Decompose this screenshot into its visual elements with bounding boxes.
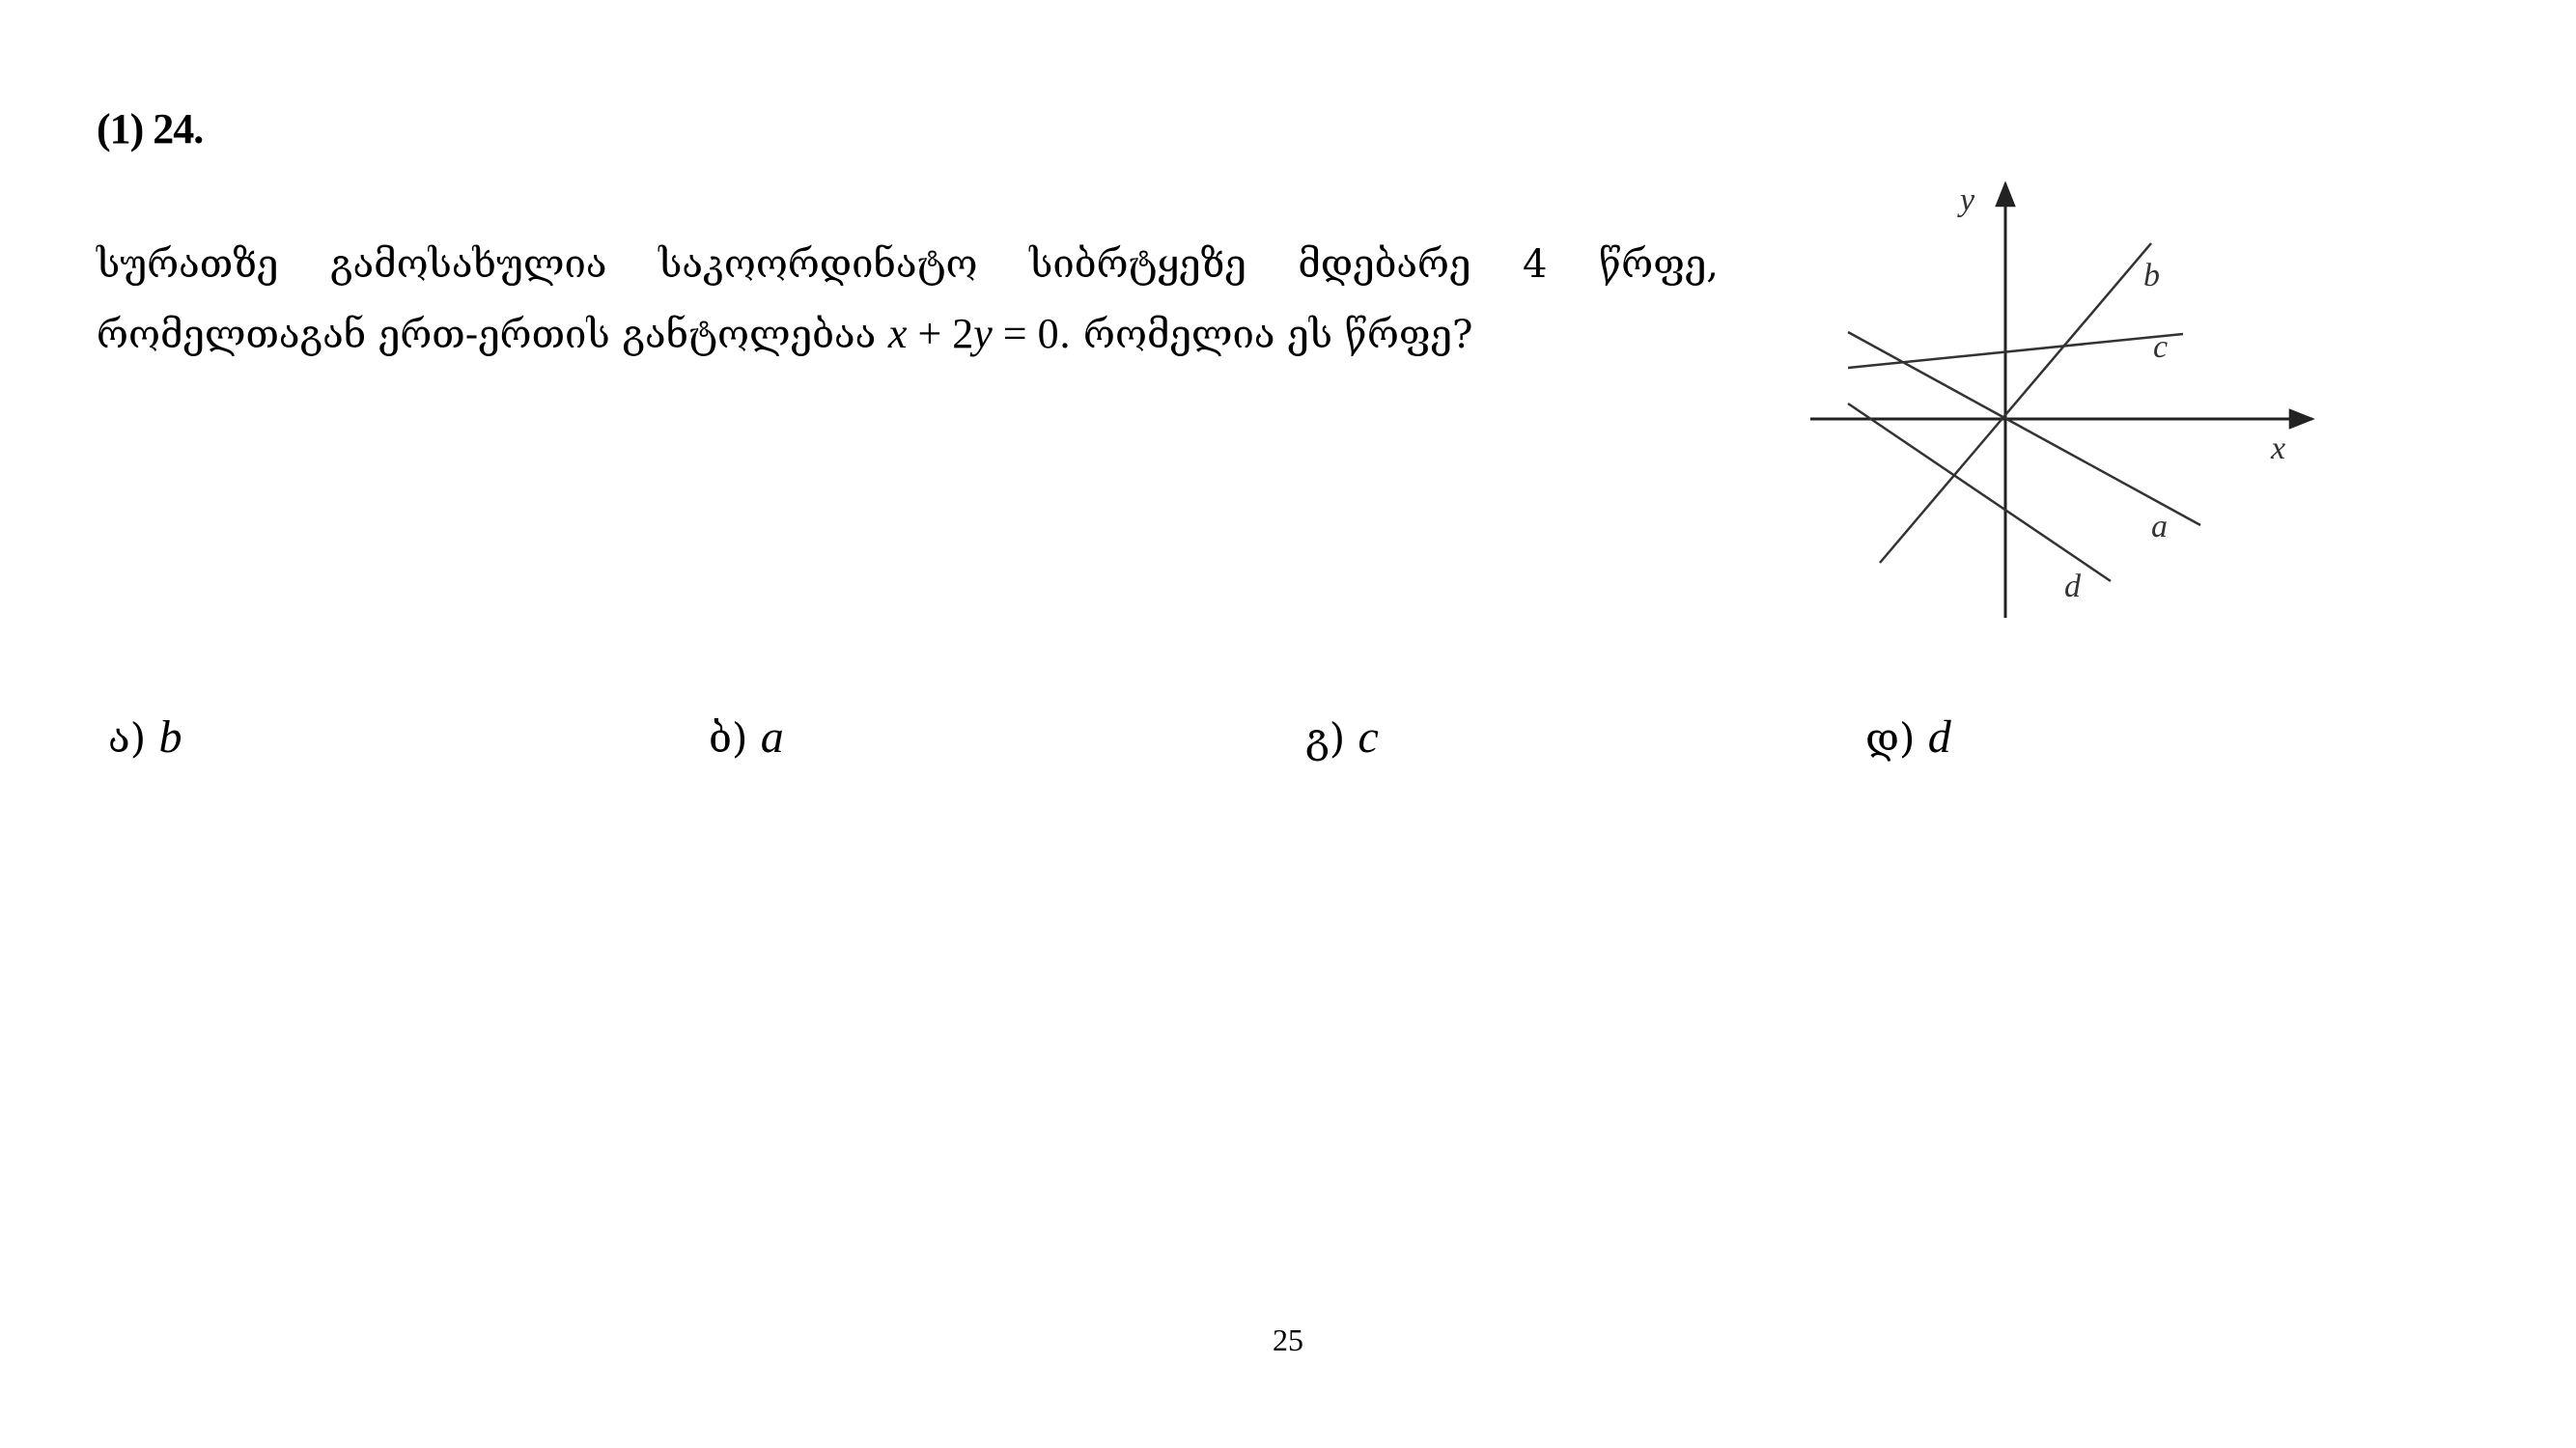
stem-line-1: სურათზე გამოსახულია საკოორდინატო სიბრტყე… [97, 242, 1719, 287]
option-value: c [1358, 711, 1379, 763]
coordinate-plane-svg: y x b c a d [1810, 181, 2315, 618]
equation-y: y [973, 310, 993, 357]
line-d-label: d [2064, 569, 2082, 604]
line-b [1879, 242, 2152, 564]
option-value: b [158, 711, 182, 763]
line-a [1847, 330, 2201, 527]
question-number: (1) 24. [97, 105, 204, 153]
equation: x + 2y = 0 [888, 310, 1059, 357]
option-marker: გ) [1305, 714, 1346, 762]
line-c-label: c [2153, 329, 2168, 365]
coordinate-plane-figure: y x b c a d [1806, 174, 2337, 627]
option-marker: ა) [108, 714, 147, 762]
question-stem: სურათზე გამოსახულია საკოორდინატო სიბრტყე… [97, 230, 1719, 370]
line-c [1847, 332, 2184, 370]
equation-plus: + 2 [907, 310, 974, 357]
option-marker: დ) [1865, 714, 1916, 762]
answer-option-d[interactable]: დ) d [1865, 710, 1951, 764]
option-value: d [1927, 711, 1951, 763]
equation-rest: = 0 [992, 310, 1059, 357]
line-a-label: a [2151, 509, 2168, 544]
option-value: a [760, 711, 784, 763]
answer-option-c[interactable]: გ) c [1305, 710, 1379, 764]
x-axis-label: x [2270, 431, 2285, 466]
y-axis-label: y [1957, 182, 1975, 218]
answer-option-b[interactable]: ბ) a [709, 710, 784, 764]
answer-option-a[interactable]: ა) b [108, 710, 182, 764]
equation-x: x [887, 310, 908, 357]
line-d [1847, 402, 2112, 583]
stem-line-2-text: რომელთაგან ერთ-ერთის განტოლებაა [97, 313, 877, 357]
option-marker: ბ) [709, 714, 748, 762]
line-b-label: b [2143, 258, 2160, 293]
page-number: 25 [1273, 1323, 1303, 1357]
stem-line-2-end: . რომელია ეს წრფე? [1058, 313, 1473, 357]
stem-line-2: რომელთაგან ერთ-ერთის განტოლებაა x + 2y =… [97, 299, 1719, 370]
